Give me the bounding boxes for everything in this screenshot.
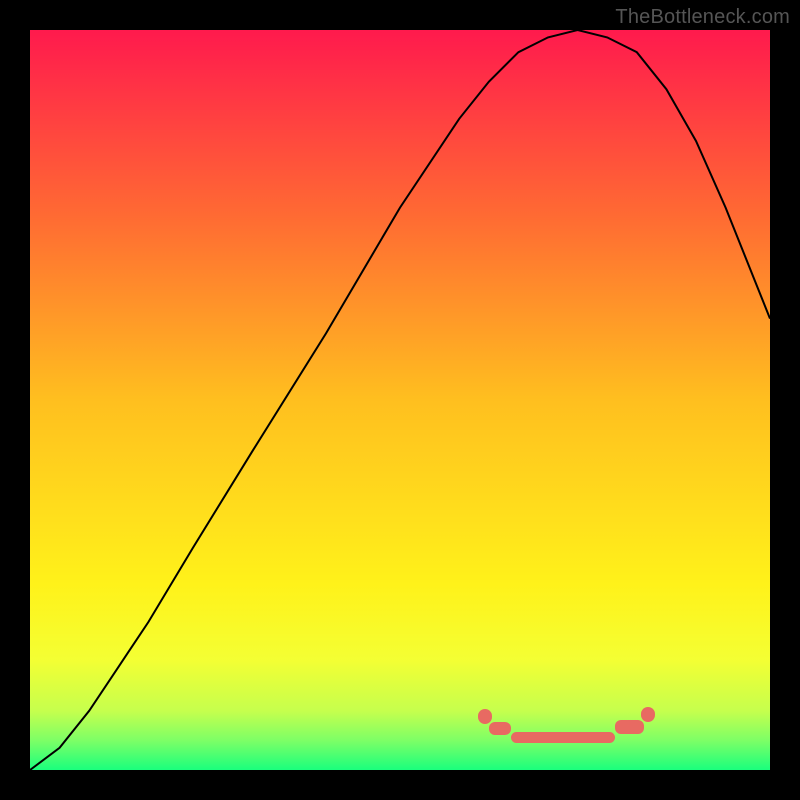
marker-segment xyxy=(511,732,615,744)
marker-segment xyxy=(615,720,645,733)
bottleneck-curve xyxy=(30,30,770,770)
marker-dot xyxy=(641,707,656,722)
plot-area xyxy=(30,30,770,770)
watermark-text: TheBottleneck.com xyxy=(615,6,790,29)
marker-segment xyxy=(489,722,511,735)
chart-container: TheBottleneck.com xyxy=(0,0,800,800)
curve-svg xyxy=(30,30,770,770)
